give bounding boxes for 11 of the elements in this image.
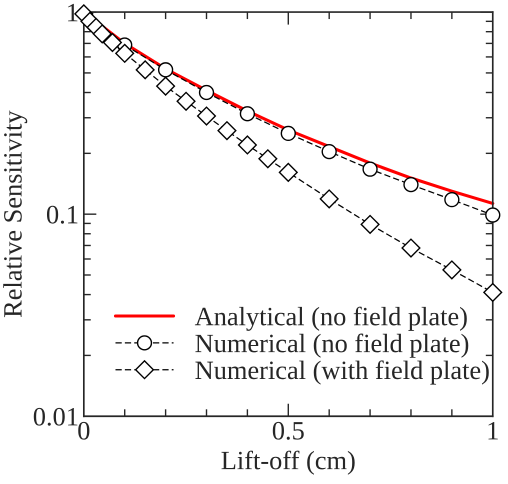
x-axis-title: Lift-off (cm): [222, 450, 355, 475]
legend-label: Analytical (no field plate): [194, 306, 467, 331]
legend-label: Numerical (with field plate): [195, 360, 489, 385]
y-tick-label: 1: [68, 4, 78, 22]
y-tick-label: 0.1: [46, 206, 78, 224]
x-tick-label: 0.5: [272, 422, 304, 440]
y-axis-title: Relative Sensitivity: [3, 110, 28, 318]
x-tick-label: 1: [488, 422, 498, 440]
y-tick-label: 0.01: [34, 408, 78, 426]
x-tick-label: 0: [78, 422, 90, 440]
legend-label: Numerical (no field plate): [195, 334, 468, 358]
